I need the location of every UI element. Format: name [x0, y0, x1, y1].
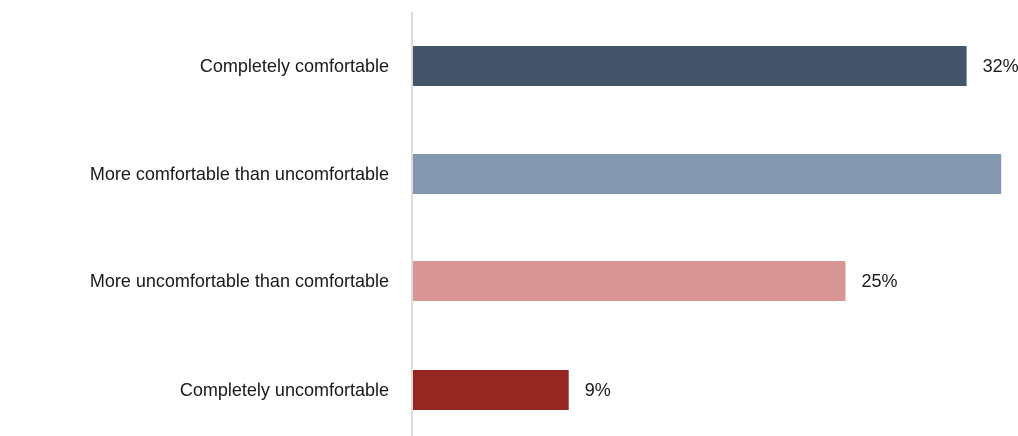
category-label-3: More uncomfortable than comfortable [90, 271, 389, 291]
value-label-1: 32% [983, 56, 1018, 76]
bars-layer [413, 46, 1002, 410]
bar-1 [413, 46, 967, 86]
bar-3 [413, 261, 846, 301]
bar-4 [413, 370, 569, 410]
value-label-4: 9% [585, 380, 611, 400]
bar-2 [413, 154, 1002, 194]
category-label-1: Completely comfortable [200, 56, 389, 76]
category-label-2: More comfortable than uncomfortable [90, 164, 389, 184]
category-label-4: Completely uncomfortable [180, 380, 389, 400]
value-label-3: 25% [862, 271, 898, 291]
labels-layer: Completely comfortable 32% More comfortabl… [90, 56, 1018, 400]
